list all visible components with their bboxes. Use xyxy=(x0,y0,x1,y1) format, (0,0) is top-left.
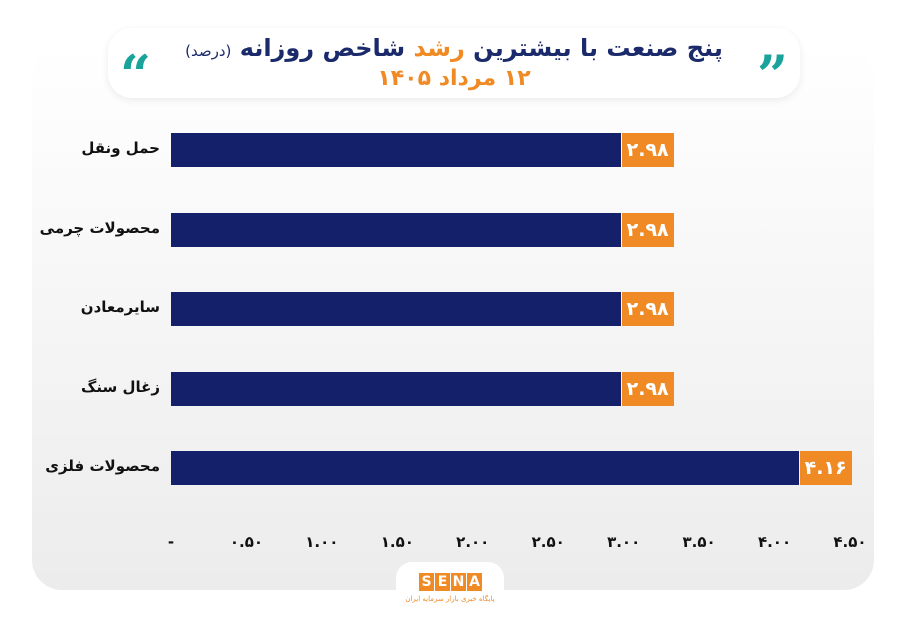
title-before: پنج صنعت با بیشترین xyxy=(473,34,723,62)
bar xyxy=(171,292,621,326)
category-label: حمل ونقل xyxy=(81,139,160,157)
title-accent: رشد xyxy=(413,34,465,62)
category-label: زغال سنگ xyxy=(81,377,160,396)
category-label: محصولات فلزی xyxy=(45,457,160,475)
title-after: شاخص روزانه xyxy=(239,34,406,62)
data-label: ۴.۱۶ xyxy=(799,451,852,485)
bar xyxy=(171,371,621,406)
data-label: ۲.۹۸ xyxy=(621,212,674,247)
bar xyxy=(171,133,621,167)
x-tick-label: ۴.۵۰ xyxy=(833,533,867,551)
logo-letter: A xyxy=(467,573,482,591)
chart-subtitle: ۱۲ مرداد ۱۴۰۵ xyxy=(377,66,531,91)
bar xyxy=(171,212,621,247)
x-tick-label: ۳.۰۰ xyxy=(607,533,641,551)
x-tick-label: ۱.۰۰ xyxy=(305,533,339,551)
x-tick-label: ۲.۰۰ xyxy=(456,533,490,551)
data-label: ۲.۹۸ xyxy=(621,292,674,326)
x-tick-label: ۴.۰۰ xyxy=(757,533,792,551)
logo-letter: S xyxy=(419,573,434,591)
title-box: “ ” پنج صنعت با بیشترین رشد شاخص روزانه … xyxy=(108,28,800,102)
data-label: ۲.۹۸ xyxy=(621,133,674,167)
x-tick-label: ۲.۵۰ xyxy=(531,533,565,551)
data-label: ۲.۹۸ xyxy=(621,371,674,406)
quote-right-icon: ” xyxy=(756,43,788,107)
category-label: سایرمعادن xyxy=(80,298,160,316)
quote-left-icon: “ xyxy=(120,43,152,107)
category-label: محصولات چرمی xyxy=(39,218,160,237)
sena-logo: S E N A xyxy=(419,573,482,591)
chart-title: پنج صنعت با بیشترین رشد شاخص روزانه (درص… xyxy=(178,34,730,62)
x-tick-label: ۰.۵۰ xyxy=(229,533,264,551)
x-tick-label: ۱.۵۰ xyxy=(380,533,414,551)
title-unit: (درصد) xyxy=(185,42,232,60)
x-tick-label: - xyxy=(167,533,175,551)
logo-letter: N xyxy=(451,573,466,591)
logo-box xyxy=(396,562,504,612)
x-tick-label: ۳.۵۰ xyxy=(682,533,716,551)
logo-letter: E xyxy=(435,573,450,591)
bar xyxy=(171,451,799,485)
logo-tagline: پایگاه خبری بازار سرمایه ایران xyxy=(405,595,495,603)
